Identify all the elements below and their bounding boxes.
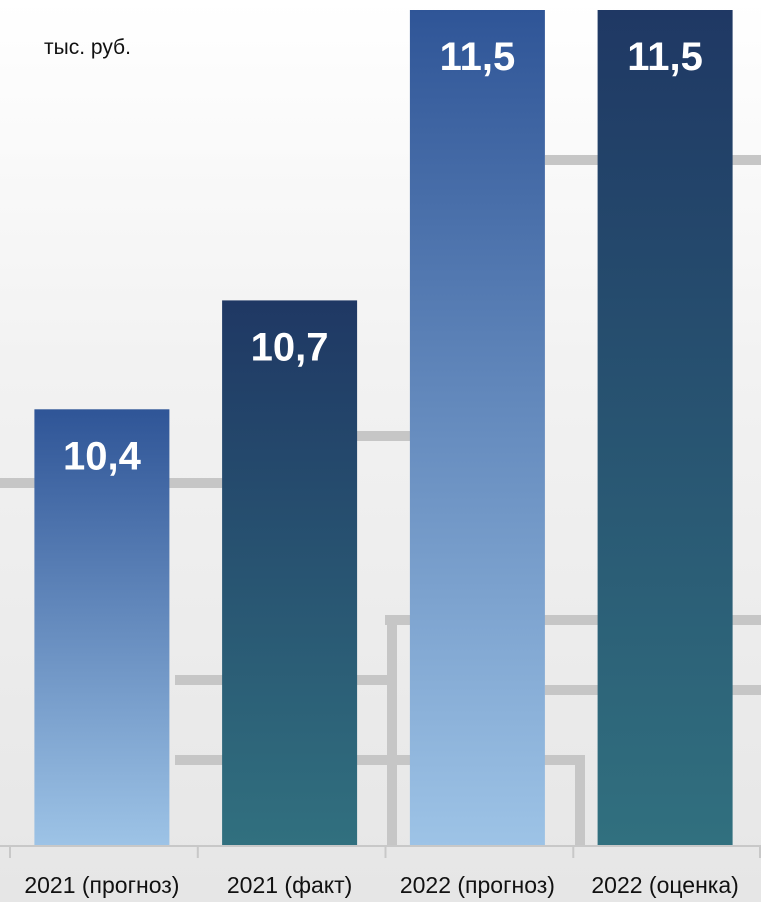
bar-3 [409,10,545,845]
data-label-1: 10,4 [63,434,142,478]
data-label-4: 11,5 [627,35,703,79]
bar-4 [597,10,733,845]
bar-2 [222,300,358,845]
unit-label: тыс. руб. [44,36,131,59]
category-label-3: 2022 (прогноз) [400,872,555,898]
category-label-4: 2022 (оценка) [591,872,738,898]
category-label-2: 2021 (факт) [227,872,352,898]
data-label-2: 10,7 [251,325,329,369]
bar-1 [34,409,170,845]
data-label-3: 11,5 [440,35,516,79]
category-label-1: 2021 (прогноз) [24,872,179,898]
